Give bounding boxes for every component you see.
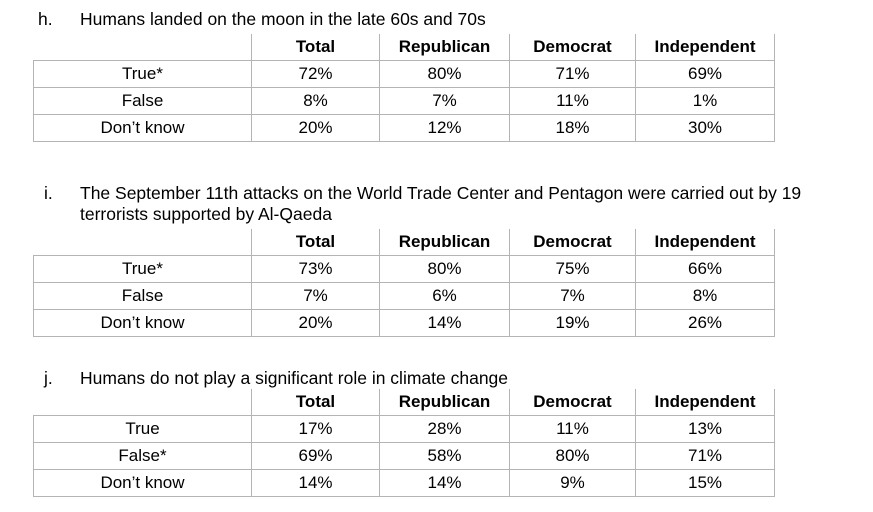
cell-total: 69% [251, 442, 380, 470]
column-header-democrat: Democrat [509, 389, 636, 416]
question-letter: i. [44, 183, 53, 203]
table-row: True* 73% 80% 75% 66% [33, 255, 775, 283]
question-text: The September 11th attacks on the World … [80, 183, 802, 224]
header-blank [33, 34, 252, 61]
question-text: Humans landed on the moon in the late 60… [80, 9, 486, 29]
question-letter: h. [38, 9, 53, 29]
cell-total: 8% [251, 87, 380, 115]
cell-total: 73% [251, 255, 380, 283]
cell-independent: 13% [635, 415, 775, 443]
cell-republican: 14% [379, 469, 510, 497]
cell-democrat: 11% [509, 415, 636, 443]
row-label: Don’t know [33, 309, 252, 337]
cell-republican: 12% [379, 114, 510, 142]
cell-democrat: 11% [509, 87, 636, 115]
table-row: Don’t know 14% 14% 9% 15% [33, 469, 775, 497]
table-row: False 8% 7% 11% 1% [33, 87, 775, 115]
table-row: False 7% 6% 7% 8% [33, 282, 775, 310]
cell-republican: 7% [379, 87, 510, 115]
column-header-republican: Republican [379, 229, 510, 256]
cell-independent: 8% [635, 282, 775, 310]
cell-republican: 6% [379, 282, 510, 310]
cell-democrat: 75% [509, 255, 636, 283]
column-header-total: Total [251, 229, 380, 256]
cell-total: 72% [251, 60, 380, 88]
table-row: Don’t know 20% 12% 18% 30% [33, 114, 775, 142]
cell-republican: 28% [379, 415, 510, 443]
row-label: True* [33, 255, 252, 283]
table-row: Don’t know 20% 14% 19% 26% [33, 309, 775, 337]
cell-democrat: 71% [509, 60, 636, 88]
row-label: False* [33, 442, 252, 470]
cell-republican: 80% [379, 60, 510, 88]
column-header-independent: Independent [635, 229, 775, 256]
column-header-independent: Independent [635, 389, 775, 416]
cell-total: 20% [251, 114, 380, 142]
cell-independent: 66% [635, 255, 775, 283]
cell-total: 17% [251, 415, 380, 443]
table-header-row: Total Republican Democrat Independent [33, 34, 775, 61]
cell-independent: 71% [635, 442, 775, 470]
cell-democrat: 9% [509, 469, 636, 497]
row-label: False [33, 282, 252, 310]
cell-democrat: 80% [509, 442, 636, 470]
header-blank [33, 389, 252, 416]
row-label: False [33, 87, 252, 115]
table-header-row: Total Republican Democrat Independent [33, 229, 775, 256]
cell-independent: 1% [635, 87, 775, 115]
question-text: Humans do not play a significant role in… [80, 368, 509, 388]
results-table: Total Republican Democrat Independent Tr… [33, 229, 775, 337]
row-label: Don’t know [33, 114, 252, 142]
column-header-democrat: Democrat [509, 229, 636, 256]
cell-independent: 26% [635, 309, 775, 337]
cell-total: 7% [251, 282, 380, 310]
column-header-republican: Republican [379, 34, 510, 61]
cell-republican: 58% [379, 442, 510, 470]
cell-total: 20% [251, 309, 380, 337]
cell-democrat: 18% [509, 114, 636, 142]
row-label: True [33, 415, 252, 443]
column-header-independent: Independent [635, 34, 775, 61]
column-header-total: Total [251, 34, 380, 61]
table-row: True* 72% 80% 71% 69% [33, 60, 775, 88]
table-row: True 17% 28% 11% 13% [33, 415, 775, 443]
cell-republican: 14% [379, 309, 510, 337]
cell-democrat: 19% [509, 309, 636, 337]
cell-republican: 80% [379, 255, 510, 283]
question-letter: j. [44, 368, 53, 388]
cell-independent: 69% [635, 60, 775, 88]
cell-total: 14% [251, 469, 380, 497]
cell-independent: 30% [635, 114, 775, 142]
results-table: Total Republican Democrat Independent Tr… [33, 34, 775, 142]
column-header-total: Total [251, 389, 380, 416]
column-header-republican: Republican [379, 389, 510, 416]
cell-independent: 15% [635, 469, 775, 497]
header-blank [33, 229, 252, 256]
column-header-democrat: Democrat [509, 34, 636, 61]
row-label: Don’t know [33, 469, 252, 497]
results-table: Total Republican Democrat Independent Tr… [33, 389, 775, 497]
row-label: True* [33, 60, 252, 88]
table-row: False* 69% 58% 80% 71% [33, 442, 775, 470]
cell-democrat: 7% [509, 282, 636, 310]
table-header-row: Total Republican Democrat Independent [33, 389, 775, 416]
